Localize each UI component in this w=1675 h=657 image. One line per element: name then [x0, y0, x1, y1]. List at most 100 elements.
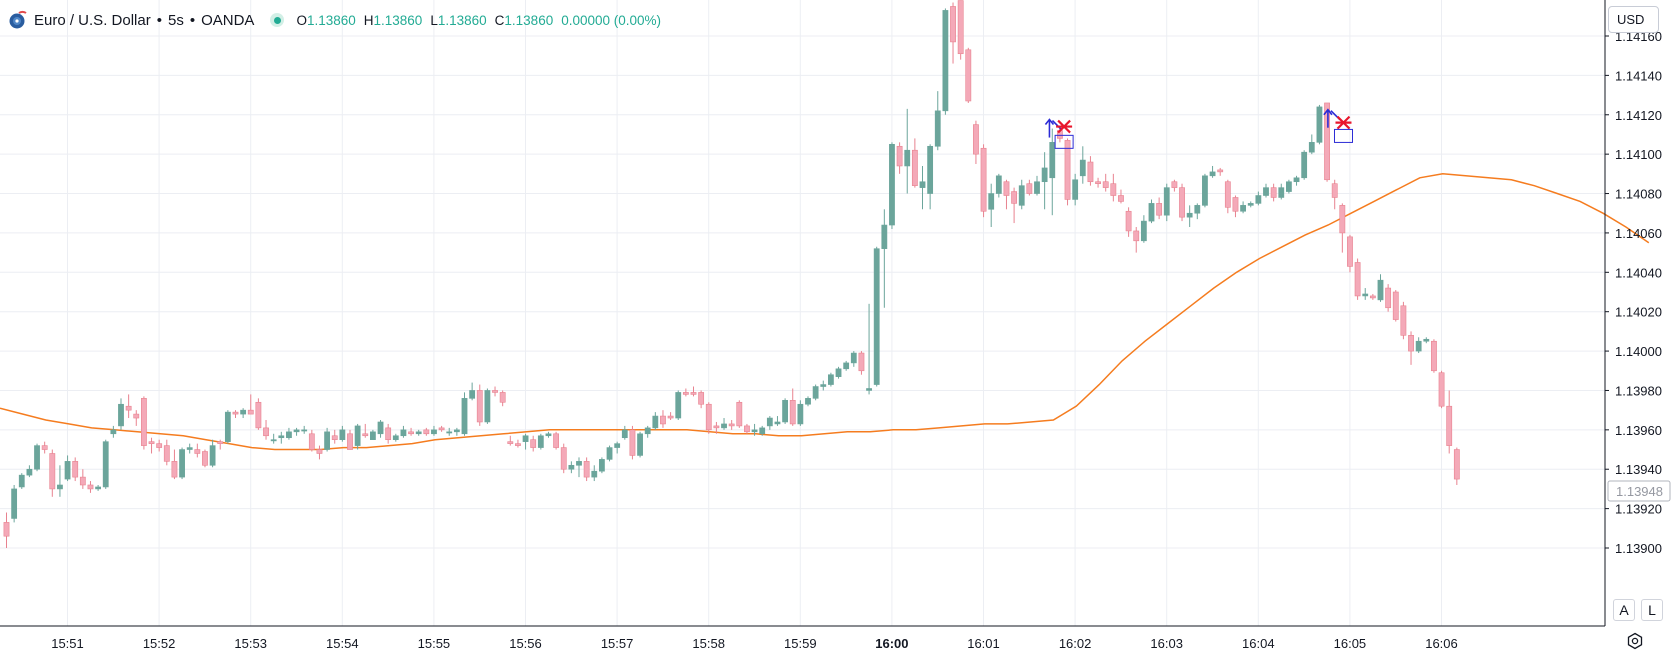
- candle-up: [621, 425, 628, 440]
- candle-up: [904, 108, 911, 194]
- candle-body: [194, 449, 201, 454]
- candle-body: [293, 429, 300, 433]
- candle-body: [728, 423, 735, 427]
- candle-body: [1331, 183, 1338, 198]
- time-tick-label: 15:59: [784, 636, 817, 651]
- candle-body: [1385, 287, 1392, 309]
- candle-down: [1011, 187, 1017, 224]
- candle-up: [95, 484, 101, 491]
- time-tick-label: 15:55: [418, 636, 451, 651]
- candle-down: [1118, 189, 1124, 204]
- candle-body: [369, 431, 376, 440]
- candle-body: [95, 486, 101, 490]
- candle-body: [1392, 291, 1399, 320]
- price-tick-label: 1.14140: [1615, 68, 1662, 83]
- candle-down: [690, 386, 697, 397]
- candle-body: [34, 445, 40, 470]
- candle-down: [1408, 331, 1414, 365]
- candle-body: [1263, 187, 1269, 196]
- candle-body: [156, 443, 163, 448]
- candle-body: [1438, 372, 1445, 407]
- time-tick-label: 16:00: [875, 636, 908, 651]
- candle-body: [209, 445, 216, 466]
- candle-body: [1400, 305, 1407, 336]
- candle-up: [1202, 173, 1208, 208]
- candle-body: [301, 429, 308, 432]
- candle-up: [866, 303, 872, 395]
- candle-body: [286, 431, 292, 439]
- candle-down: [438, 425, 445, 432]
- candle-up: [759, 425, 766, 436]
- candle-up: [209, 439, 216, 468]
- candle-down: [1003, 179, 1010, 210]
- candle-body: [1240, 205, 1246, 212]
- candle-body: [591, 470, 598, 478]
- candle-up: [377, 420, 384, 438]
- candle-down: [217, 439, 224, 450]
- legend-separator: •: [156, 11, 162, 29]
- candle-up: [102, 439, 109, 489]
- candle-body: [484, 390, 491, 423]
- candle-body: [1217, 169, 1224, 173]
- candle-body: [698, 392, 705, 405]
- candle-body: [1247, 203, 1254, 206]
- candle-up: [1079, 146, 1086, 184]
- chart-settings-gear-icon[interactable]: [1625, 631, 1645, 651]
- candle-body: [1110, 183, 1117, 196]
- candle-body: [438, 427, 445, 431]
- candle-body: [927, 145, 934, 194]
- candle-up: [1018, 179, 1025, 210]
- candle-up: [812, 384, 819, 401]
- candle-body: [377, 421, 384, 435]
- candle-body: [1049, 142, 1056, 179]
- candle-body: [41, 445, 48, 450]
- candle-down: [1224, 179, 1231, 214]
- market-status-icon[interactable]: [270, 13, 285, 27]
- candle-up: [1362, 288, 1369, 300]
- log-scale-button[interactable]: L: [1641, 599, 1663, 621]
- auto-scale-button[interactable]: A: [1613, 599, 1635, 621]
- candle-body: [1255, 195, 1262, 204]
- candle-down: [965, 47, 972, 103]
- candle-up: [179, 447, 185, 480]
- candle-body: [614, 443, 621, 448]
- candle-down: [125, 394, 132, 419]
- candle-body: [1034, 181, 1040, 194]
- candle-down: [667, 412, 674, 420]
- currency-button[interactable]: USD: [1608, 6, 1659, 33]
- close-value: 1.13860: [504, 12, 554, 28]
- symbol-name[interactable]: Euro / U.S. Dollar: [34, 11, 151, 29]
- candle-body: [476, 390, 483, 423]
- candle-down: [560, 443, 567, 474]
- candle-body: [873, 248, 880, 385]
- candle-body: [186, 447, 193, 450]
- candle-body: [1408, 335, 1414, 352]
- candle-body: [324, 431, 330, 450]
- signal-markers: [1044, 108, 1353, 149]
- candle-body: [49, 453, 56, 490]
- candle-up: [1316, 104, 1323, 145]
- price-tick-label: 1.13920: [1615, 502, 1662, 517]
- interval-label[interactable]: 5s: [167, 11, 184, 29]
- candle-up: [1148, 199, 1155, 224]
- signal-box-icon: [1333, 128, 1353, 143]
- candle-up: [240, 408, 247, 419]
- candle-down: [133, 410, 140, 426]
- candle-body: [919, 181, 926, 188]
- candle-body: [568, 464, 575, 470]
- price-tick-label: 1.14000: [1615, 344, 1662, 359]
- candle-down: [331, 429, 338, 444]
- candle-body: [576, 461, 582, 466]
- close-label: C: [494, 12, 505, 28]
- candle-body: [736, 401, 743, 427]
- candle-body: [1224, 181, 1231, 208]
- price-axis-labels[interactable]: 1.141601.141401.141201.141001.140801.140…: [1605, 29, 1662, 556]
- candle-body: [705, 403, 712, 431]
- candle-down: [423, 427, 430, 436]
- price-tick-label: 1.14060: [1615, 226, 1662, 241]
- candle-down: [629, 425, 636, 460]
- candle-down: [1133, 227, 1140, 253]
- time-axis-labels[interactable]: 15:51 15:52 15:53 15:54 15:55 15:56 15:57 15:58…: [51, 636, 1458, 651]
